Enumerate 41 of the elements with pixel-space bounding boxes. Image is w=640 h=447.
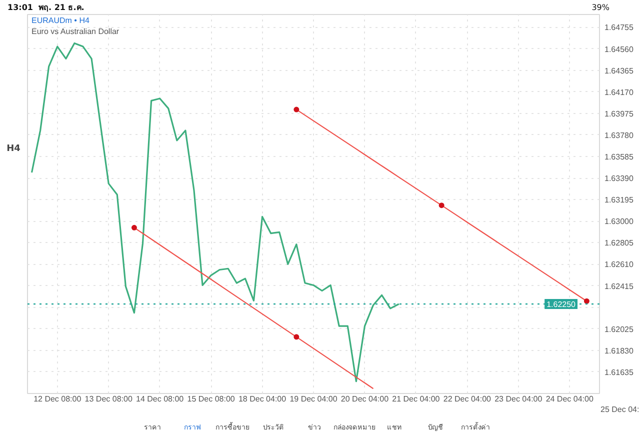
text: 25 Dec 04: <box>600 405 640 414</box>
y-tick-label: 1.63390 <box>604 174 634 184</box>
point <box>294 106 300 112</box>
y-tick-label: 1.62025 <box>604 324 634 334</box>
y-tick-label: 1.64755 <box>604 23 634 32</box>
y-tick-label: 1.64560 <box>604 44 634 54</box>
y-tick-label: 1.62805 <box>604 238 634 248</box>
point <box>294 334 300 340</box>
y-tick-label: 1.63780 <box>604 130 634 140</box>
x-tick-label: 19 Dec 04:00 <box>290 394 338 404</box>
point <box>438 202 444 208</box>
y-tick-label: 1.64365 <box>604 66 634 76</box>
ref-line-label: 1.62250 <box>546 300 576 309</box>
x-tick-label: 21 Dec 04:00 <box>392 394 440 404</box>
text: พฤ. 21 ธ.ค. <box>38 3 84 12</box>
y-tick-label: 1.63000 <box>604 217 634 226</box>
x-tick-label: 24 Dec 04:00 <box>546 394 594 404</box>
x-tick-label: 13 Dec 08:00 <box>84 394 133 404</box>
text: H4 <box>6 144 20 154</box>
y-tick-label: 1.63975 <box>604 109 634 118</box>
y-tick-label: 1.62415 <box>604 282 634 291</box>
x-tick-label: 15 Dec 08:00 <box>187 394 236 404</box>
x-tick-label: 18 Dec 04:00 <box>238 394 287 404</box>
point <box>131 224 137 230</box>
text: 13:01 <box>8 3 34 12</box>
y-tick-label: 1.64170 <box>604 88 634 97</box>
y-tick-label: 1.62610 <box>604 260 634 270</box>
x-tick-label: 12 Dec 08:00 <box>34 394 82 404</box>
point <box>584 298 590 304</box>
y-tick-label: 1.63585 <box>604 152 634 162</box>
chart-title: EURAUDm • H4 <box>32 16 90 25</box>
text: Euro vs Australian Dollar <box>32 27 120 36</box>
x-tick-label: 14 Dec 08:00 <box>136 394 184 404</box>
y-tick-label: 1.61635 <box>604 368 634 377</box>
x-tick-label: 23 Dec 04:00 <box>494 394 543 404</box>
y-tick-label: 1.61830 <box>604 346 634 356</box>
y-tick-label: 1.63195 <box>604 196 634 205</box>
text: 39% <box>592 3 610 12</box>
x-tick-label: 22 Dec 04:00 <box>443 394 492 404</box>
x-tick-label: 20 Dec 04:00 <box>340 394 390 404</box>
line-series <box>30 42 400 382</box>
